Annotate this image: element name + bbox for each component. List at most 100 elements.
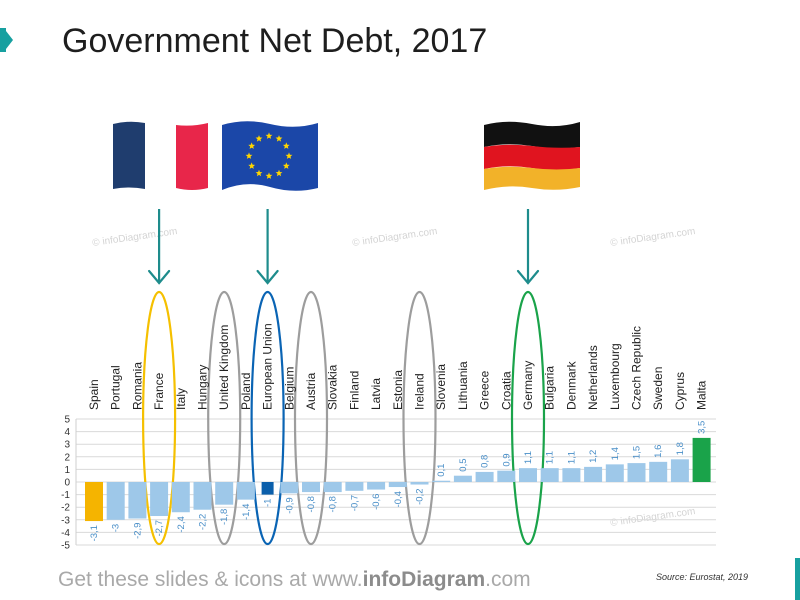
data-label: -2,4: [176, 516, 187, 532]
data-label: -3,1: [89, 525, 100, 541]
category-label: Netherlands: [586, 345, 600, 410]
bar: [128, 482, 147, 519]
bar: [562, 468, 581, 482]
footer-brand: infoDiagram: [362, 568, 486, 591]
bar: [215, 482, 234, 505]
bar: [475, 471, 494, 482]
category-label: Italy: [174, 388, 188, 410]
category-label: Slovenia: [434, 364, 448, 410]
highlight-ellipse: [250, 290, 285, 546]
y-tick-label: -1: [61, 490, 70, 501]
eu-star: [275, 135, 283, 142]
bar: [150, 482, 169, 517]
bar: [323, 482, 342, 493]
arrow-head-icon: [516, 269, 540, 285]
category-label: France: [152, 372, 166, 410]
y-tick-label: -2: [61, 503, 70, 514]
bar: [670, 459, 689, 482]
y-tick-label: 2: [64, 452, 70, 463]
arrow-head-icon: [148, 269, 171, 285]
bar: [692, 437, 711, 482]
arrow-head-icon: [256, 269, 279, 285]
data-label: -2,9: [132, 523, 143, 539]
data-label: -0,8: [306, 496, 317, 512]
highlight-ellipse: [402, 290, 437, 546]
y-tick-label: 4: [64, 427, 70, 438]
data-label: 1,1: [523, 451, 534, 464]
y-tick-label: 1: [64, 465, 70, 476]
category-label: Poland: [239, 373, 253, 410]
category-label: Ireland: [413, 373, 427, 410]
eu-star: [282, 162, 290, 169]
data-label: 0,8: [480, 455, 491, 468]
data-label: 1,6: [653, 445, 664, 458]
data-label: 1,8: [675, 442, 686, 455]
bar: [519, 468, 537, 482]
y-tick-label: 0: [64, 478, 70, 489]
data-label: 1,1: [566, 451, 577, 464]
category-label: Portugal: [109, 365, 123, 410]
data-label: 3,5: [697, 421, 708, 434]
bar: [540, 468, 559, 482]
category-label: Hungary: [196, 365, 210, 410]
eu-flag-icon: [222, 121, 318, 191]
category-label: Latvia: [369, 378, 383, 410]
data-label: 0,5: [458, 458, 469, 471]
eu-star: [285, 152, 293, 159]
bar: [236, 482, 255, 500]
bar: [106, 482, 125, 520]
category-label: Malta: [695, 380, 709, 410]
highlight-ellipse: [142, 290, 177, 546]
footer-suffix: .com: [485, 568, 531, 591]
eu-star: [255, 135, 263, 142]
data-label: -0,6: [371, 494, 382, 510]
category-label: Belgium: [282, 367, 296, 410]
data-label: -3: [111, 524, 122, 532]
highlight-ellipse: [207, 290, 242, 546]
france-flag-icon: [113, 121, 208, 191]
category-label: European Union: [261, 323, 275, 410]
bar: [388, 482, 407, 488]
category-label: Greece: [478, 370, 492, 410]
footer-credit: Get these slides & icons at www.infoDiag…: [58, 568, 531, 592]
bar: [627, 463, 646, 482]
bar: [605, 464, 624, 482]
bar: [280, 482, 299, 494]
data-label: -2,7: [154, 520, 165, 536]
data-label: -0,9: [284, 497, 295, 513]
category-label: United Kingdom: [217, 325, 231, 410]
eu-star: [265, 132, 273, 139]
category-label: Austria: [304, 372, 318, 410]
y-tick-label: -3: [61, 515, 70, 526]
category-label: Czech Republic: [630, 326, 644, 410]
bar: [171, 482, 190, 513]
data-label: -0,2: [415, 489, 426, 505]
category-label: Lithuania: [456, 361, 470, 410]
source-note: Source: Eurostat, 2019: [655, 572, 748, 582]
category-label: Finland: [347, 371, 361, 410]
data-label: -0,7: [349, 495, 360, 511]
eu-star: [248, 162, 256, 169]
data-label: 1,5: [632, 446, 643, 459]
data-label: 1,1: [545, 451, 556, 464]
bar: [584, 466, 603, 482]
category-label: Sweden: [651, 367, 665, 410]
germany-flag-icon: [484, 121, 580, 190]
category-label: Germany: [521, 361, 535, 410]
eu-star: [265, 172, 273, 179]
bar: [432, 480, 451, 482]
category-label: Romania: [130, 362, 144, 410]
data-label: -1,8: [219, 509, 230, 525]
bar: [302, 482, 320, 493]
bar: [410, 482, 429, 485]
bar: [261, 482, 274, 495]
category-label: Cyprus: [673, 372, 687, 410]
highlight-ellipse: [293, 290, 329, 546]
bar: [497, 470, 516, 482]
category-label: Croatia: [499, 371, 513, 410]
data-label: -0,4: [393, 491, 404, 507]
eu-star: [275, 169, 283, 177]
accent-bar-left: [0, 28, 6, 52]
